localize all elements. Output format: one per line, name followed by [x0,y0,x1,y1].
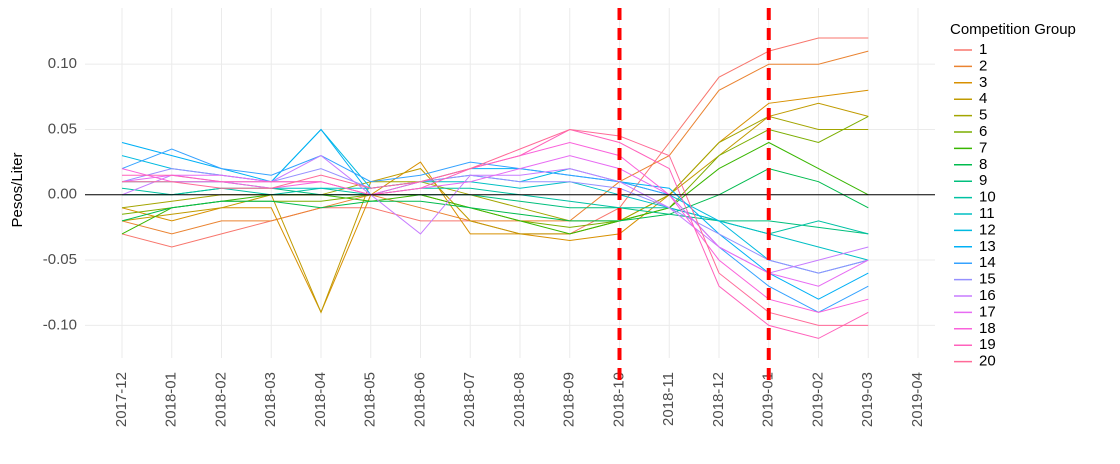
series-line [121,128,869,300]
x-tick-label: 2018-10 [610,372,627,427]
y-axis-label: Pesos/Liter [9,152,26,227]
x-tick-label: 2019-03 [859,372,876,427]
x-tick-label: 2018-09 [561,372,578,427]
y-tick-label: 0.05 [48,120,77,137]
x-tick-label: 2019-04 [909,372,926,427]
legend-label: 10 [979,189,996,206]
x-tick-label: 2018-06 [411,372,428,427]
legend-label: 4 [979,90,987,107]
legend-label: 12 [979,221,996,238]
legend-label: 20 [979,353,996,370]
series-line [121,148,869,313]
y-tick-label: -0.10 [43,316,77,333]
x-tick-label: 2018-07 [461,372,478,427]
x-tick-label: 2018-08 [511,372,528,427]
y-tick-label: 0.10 [48,55,77,72]
legend-label: 17 [979,303,996,320]
series-line [121,168,869,222]
plot-grid [85,8,935,358]
x-tick-label: 2018-05 [362,372,379,427]
series-line [122,128,869,326]
x-tick-label: 2018-02 [212,372,229,427]
y-tick-label: 0.00 [48,186,77,203]
legend-label: 16 [979,287,996,304]
legend-label: 7 [979,139,987,156]
y-tick-label: -0.05 [43,251,77,268]
legend-label: 6 [979,123,987,140]
series-line [122,128,869,339]
x-tick-label: 2018-03 [262,372,279,427]
x-tick-label: 2019-01 [760,372,777,427]
legend-label: 3 [979,74,987,91]
legend-label: 5 [979,107,987,124]
x-tick-label: 2018-11 [660,372,677,426]
legend-label: 1 [979,41,987,58]
legend-label: 15 [979,271,996,288]
legend-label: 13 [979,238,996,255]
x-tick-label: 2018-01 [163,372,180,427]
x-tick-label: 2018-04 [312,372,329,427]
legend-label: 9 [979,172,987,189]
x-tick-label: 2018-12 [710,372,727,427]
legend-label: 14 [979,254,996,271]
legend-label: 18 [979,320,996,337]
x-tick-label: 2017-12 [113,372,130,427]
x-tick-label: 2019-02 [809,372,826,427]
legend-label: 19 [979,336,996,353]
legend-title: Competition Group [950,21,1076,38]
legend-label: 11 [979,205,995,222]
series-line [121,50,869,235]
series-line [121,37,869,248]
legend-label: 2 [979,57,987,74]
series-line [121,141,869,235]
legend-label: 8 [979,156,987,173]
series-line [121,155,869,287]
series-line [121,89,869,314]
